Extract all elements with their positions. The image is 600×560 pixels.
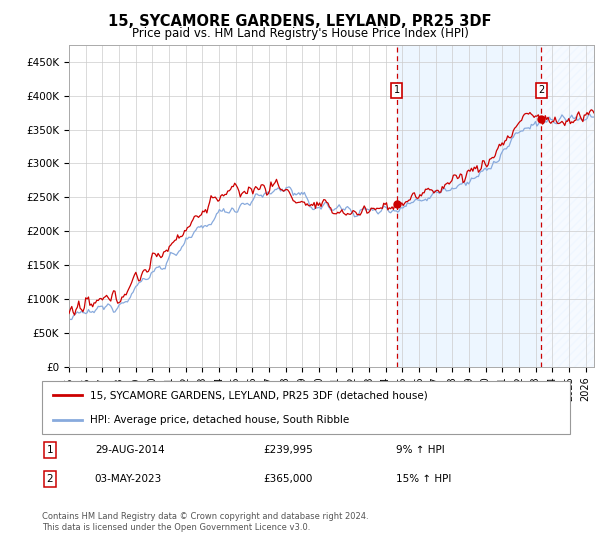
Bar	[541, 45, 594, 367]
Text: 9% ↑ HPI: 9% ↑ HPI	[396, 445, 445, 455]
Text: 2: 2	[47, 474, 53, 484]
Text: 1: 1	[47, 445, 53, 455]
Text: Contains HM Land Registry data © Crown copyright and database right 2024.
This d: Contains HM Land Registry data © Crown c…	[42, 512, 368, 532]
Text: 03-MAY-2023: 03-MAY-2023	[95, 474, 162, 484]
Text: 1: 1	[394, 85, 400, 95]
FancyBboxPatch shape	[42, 381, 570, 434]
Text: 29-AUG-2014: 29-AUG-2014	[95, 445, 164, 455]
Text: 15, SYCAMORE GARDENS, LEYLAND, PR25 3DF: 15, SYCAMORE GARDENS, LEYLAND, PR25 3DF	[108, 14, 492, 29]
Text: £365,000: £365,000	[264, 474, 313, 484]
Text: 15, SYCAMORE GARDENS, LEYLAND, PR25 3DF (detached house): 15, SYCAMORE GARDENS, LEYLAND, PR25 3DF …	[89, 390, 427, 400]
Text: HPI: Average price, detached house, South Ribble: HPI: Average price, detached house, Sout…	[89, 414, 349, 424]
Text: 15% ↑ HPI: 15% ↑ HPI	[396, 474, 451, 484]
Bar	[397, 45, 541, 367]
Text: Price paid vs. HM Land Registry's House Price Index (HPI): Price paid vs. HM Land Registry's House …	[131, 27, 469, 40]
Text: £239,995: £239,995	[264, 445, 314, 455]
Text: 2: 2	[538, 85, 544, 95]
